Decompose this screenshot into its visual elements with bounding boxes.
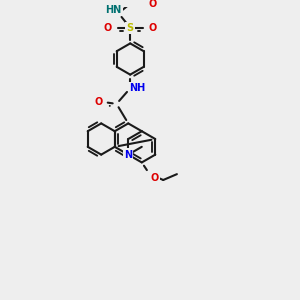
Text: O: O [148, 0, 157, 9]
Text: O: O [150, 173, 159, 183]
Text: O: O [95, 97, 103, 107]
Text: O: O [148, 23, 157, 33]
Text: N: N [124, 150, 132, 160]
Text: O: O [103, 23, 112, 33]
Text: NH: NH [129, 83, 145, 93]
Text: HN: HN [106, 5, 122, 15]
Text: S: S [127, 23, 134, 33]
